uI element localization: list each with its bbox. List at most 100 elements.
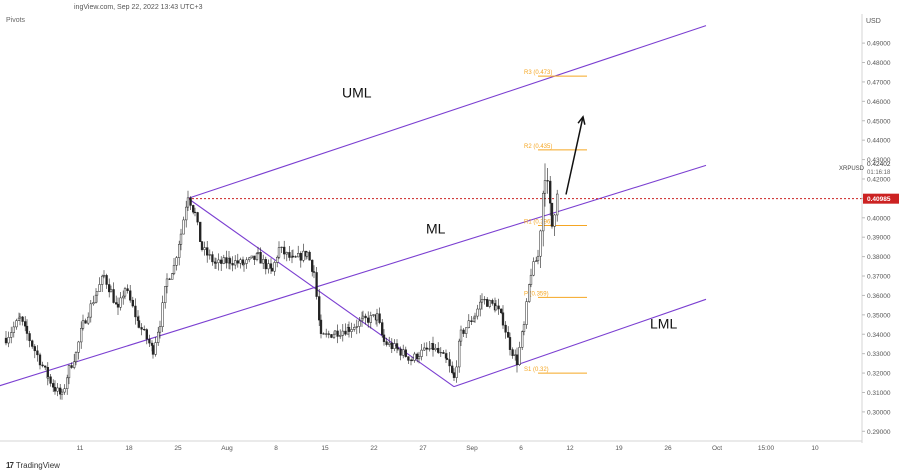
candle-body <box>253 255 256 260</box>
candle-body <box>423 347 426 351</box>
candle-body <box>327 333 330 335</box>
countdown-label: 01:16:18 <box>867 170 891 176</box>
time-tick-label: 15:00 <box>758 445 775 452</box>
up-arrow-head-icon <box>577 115 586 125</box>
candle-body <box>59 387 62 395</box>
time-tick-label: 15 <box>321 445 329 452</box>
candle-body <box>101 275 104 285</box>
candle-body <box>518 347 521 366</box>
candle-body <box>341 330 344 336</box>
candle-body <box>24 321 27 327</box>
candle-body <box>136 316 140 321</box>
candle-body <box>94 294 98 303</box>
candle-body <box>367 317 370 323</box>
candle-body <box>428 348 431 350</box>
candle-body <box>333 330 337 335</box>
annotation-lml-label: LML <box>650 315 677 331</box>
candle-body <box>126 288 129 292</box>
price-tick-label: 0.29000 <box>867 429 891 436</box>
candle-body <box>491 300 494 304</box>
candle-body <box>312 271 316 273</box>
price-tick-label: 0.36000 <box>867 293 891 300</box>
candle-body <box>217 259 220 264</box>
candle-body <box>473 315 477 319</box>
pivot-level-label: S1 (0.32) <box>524 367 549 373</box>
candle-body <box>388 342 391 345</box>
time-tick-label: 10 <box>811 445 819 452</box>
candle-body <box>431 343 435 350</box>
candle-body <box>109 289 113 293</box>
candle-body <box>66 377 69 389</box>
candle-body <box>276 257 279 263</box>
candle-body <box>458 340 461 368</box>
lower-median-line <box>453 298 707 388</box>
candle-body <box>542 192 545 232</box>
candle-body <box>536 255 540 262</box>
candle-body <box>459 329 463 342</box>
tradingview-logo-icon: 17 <box>6 461 14 470</box>
candle-body <box>182 219 185 235</box>
candle-body <box>486 299 489 307</box>
candle-body <box>393 343 396 349</box>
candle-body <box>445 357 449 360</box>
candle-body <box>476 308 479 317</box>
candle-body <box>112 289 115 303</box>
candle-body <box>535 260 538 262</box>
candle-body <box>196 212 199 223</box>
time-tick-label: 22 <box>370 445 378 452</box>
candle-body <box>140 327 143 330</box>
tradingview-logo[interactable]: 17 TradingView <box>6 461 60 470</box>
candle-body <box>553 214 556 227</box>
candle-body <box>396 347 400 350</box>
upper-median-line <box>187 25 707 199</box>
pivot-levels: R3 (0.473) R2 (0.435) R1 (0.396) P (0.359) S… <box>524 70 587 374</box>
candle-body <box>157 331 160 343</box>
candle-body <box>470 320 473 322</box>
candle-body <box>291 255 295 257</box>
candle-body <box>60 391 64 395</box>
candle-body <box>465 327 468 334</box>
candle-body <box>108 284 111 293</box>
candle-body <box>529 274 533 285</box>
candle-body <box>425 347 428 350</box>
candle-body <box>448 359 451 367</box>
price-tick-label: 0.49000 <box>867 41 891 48</box>
candle-body <box>242 263 246 265</box>
candle-body <box>89 303 92 318</box>
price-tick-label: 0.40000 <box>867 215 891 222</box>
candle-body <box>267 263 270 270</box>
candle-body <box>514 354 517 356</box>
candle-body <box>102 275 106 277</box>
candle-body <box>395 343 399 349</box>
time-tick-label: 19 <box>615 445 623 452</box>
candle-body <box>361 315 365 319</box>
candle-body <box>385 341 388 345</box>
candle-body <box>472 317 476 322</box>
candle-body <box>353 327 356 330</box>
candle-body <box>399 348 402 356</box>
price-tick-label: 0.45000 <box>867 118 891 125</box>
candle-body <box>407 356 410 361</box>
candle-body <box>452 372 456 378</box>
candle-body <box>12 326 15 333</box>
candle-body <box>161 302 164 327</box>
candle-body <box>87 316 90 324</box>
chart-source-label: ingView.com, Sep 22, 2022 13:43 UTC+3 <box>74 4 203 11</box>
candle-body <box>546 180 549 182</box>
candle-body <box>325 333 328 335</box>
candle-body <box>231 263 234 266</box>
price-tick-label: 0.34000 <box>867 332 891 339</box>
candle-body <box>116 303 120 308</box>
brand-label: TradingView <box>15 461 60 470</box>
time-tick-label: Sep <box>466 445 478 452</box>
candle-body <box>74 352 78 362</box>
candle-body <box>522 324 526 332</box>
candle-body <box>508 337 512 350</box>
time-tick-label: Aug <box>221 445 233 452</box>
candle-body <box>151 345 155 355</box>
time-tick-label: 6 <box>519 445 523 452</box>
candle-body <box>507 331 510 338</box>
price-tick-label: 0.32000 <box>867 371 891 378</box>
candle-body <box>44 365 47 368</box>
